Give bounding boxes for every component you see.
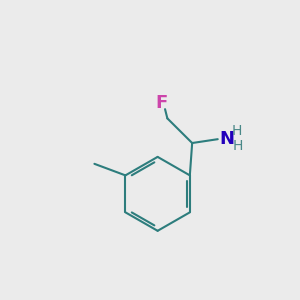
Text: H: H <box>232 124 242 139</box>
Text: H: H <box>233 139 243 153</box>
Text: F: F <box>155 94 167 112</box>
Text: N: N <box>220 130 235 148</box>
